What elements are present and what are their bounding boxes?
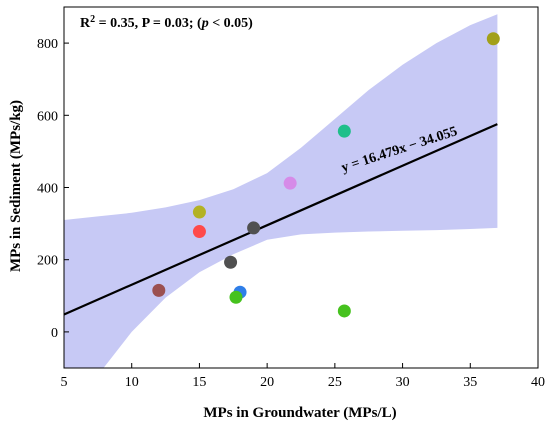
y-tick-label: 200 — [37, 254, 58, 269]
x-tick-label: 20 — [260, 375, 274, 390]
data-point-3 — [283, 176, 297, 190]
data-point-6 — [192, 225, 206, 239]
data-points — [152, 32, 500, 318]
y-axis-ticks: 0 200 400 600 800 — [37, 37, 69, 341]
y-tick-label: 800 — [37, 37, 58, 52]
stats-main: = 0.35, P = 0.03; ( — [95, 16, 202, 31]
x-tick-label: 40 — [531, 375, 545, 390]
data-point-2 — [337, 124, 351, 138]
data-point-4 — [192, 205, 206, 219]
y-tick-label: 600 — [37, 109, 58, 124]
x-axis-ticks: 5 10 15 20 25 30 35 40 — [61, 363, 545, 390]
data-point-11 — [337, 304, 351, 318]
x-tick-label: 5 — [61, 375, 68, 390]
stats-p-italic: p — [201, 16, 209, 31]
data-point-1 — [486, 32, 500, 46]
y-axis-title: MPs in Sediment (MPs/kg) — [8, 100, 24, 272]
data-point-8 — [152, 283, 166, 297]
data-point-5 — [247, 221, 261, 235]
data-point-7 — [224, 255, 238, 269]
stats-p-rest: < 0.05) — [209, 16, 253, 31]
x-tick-label: 25 — [328, 375, 342, 390]
x-axis-title: MPs in Groundwater (MPs/L) — [203, 405, 396, 421]
confidence-band — [64, 14, 498, 368]
x-tick-label: 35 — [463, 375, 477, 390]
regression-line — [63, 123, 498, 316]
stats-r-sup: 2 — [90, 14, 95, 25]
data-point-10 — [229, 290, 243, 304]
y-tick-label: 400 — [37, 182, 58, 197]
x-tick-label: 15 — [192, 375, 206, 390]
x-tick-label: 30 — [396, 375, 410, 390]
stats-annotation: R2 = 0.35, P = 0.03; (p < 0.05) — [80, 14, 253, 31]
x-tick-label: 10 — [125, 375, 139, 390]
y-tick-label: 0 — [51, 326, 58, 341]
stats-r: R — [80, 16, 91, 31]
